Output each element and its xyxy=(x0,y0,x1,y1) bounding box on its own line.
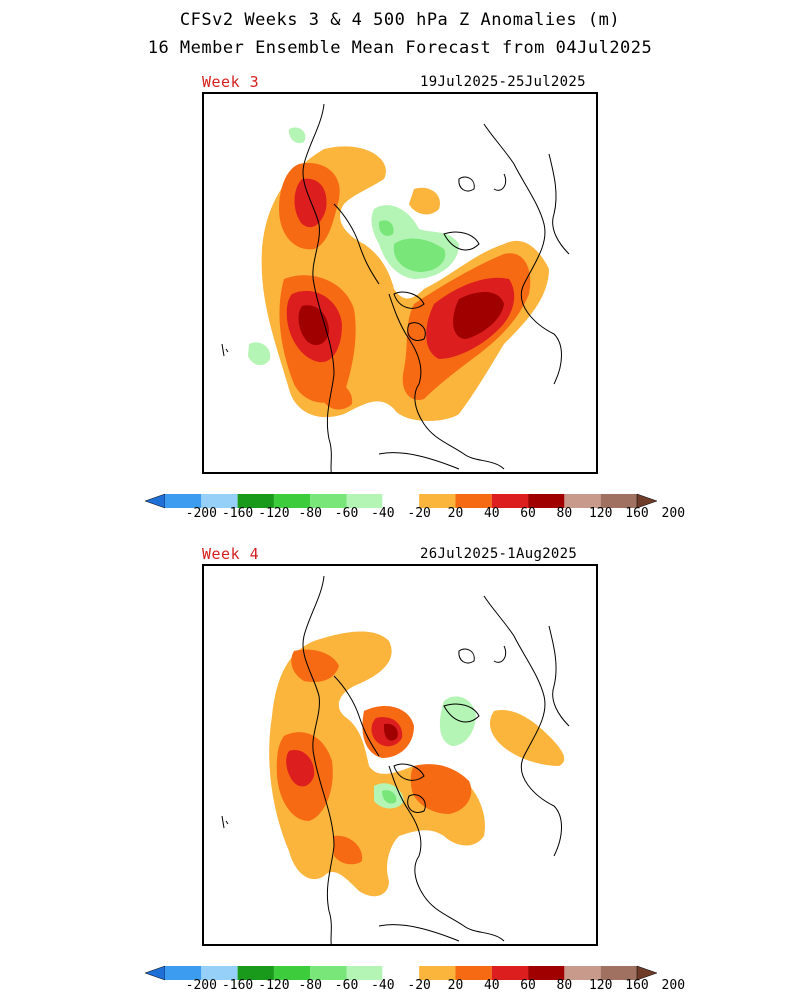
week3-map xyxy=(202,92,598,474)
colorbar-swatch xyxy=(564,966,601,980)
colorbar-swatch xyxy=(237,494,274,508)
colorbar-tick-label: -60 xyxy=(334,978,359,993)
week3-anomaly-field xyxy=(221,103,570,472)
colorbar-swatch xyxy=(528,494,565,508)
colorbar-tick-label: -120 xyxy=(258,978,290,993)
colorbar-swatch xyxy=(237,966,274,980)
colorbar-tick-label: -160 xyxy=(221,978,254,993)
colorbar-swatch xyxy=(273,494,311,508)
colorbar-arrow-high xyxy=(636,493,657,509)
colorbar-tick-label: -200 xyxy=(185,506,217,521)
colorbar-swatch xyxy=(346,494,383,508)
colorbar-swatch xyxy=(165,494,202,508)
colorbar-swatch xyxy=(528,966,565,980)
colorbar-tick-label: -20 xyxy=(407,506,431,521)
colorbar-swatch xyxy=(491,966,529,980)
colorbar-tick-label: 200 xyxy=(661,506,686,521)
colorbar-swatch xyxy=(346,966,383,980)
colorbar-tick-label: 160 xyxy=(625,506,649,521)
colorbar-swatch xyxy=(419,494,456,508)
week4-label: Week 4 xyxy=(202,545,260,563)
colorbar-swatch xyxy=(310,494,347,508)
colorbar-tick-label: -20 xyxy=(407,978,431,993)
colorbar-swatch xyxy=(600,494,637,508)
colorbar-swatch xyxy=(419,966,456,980)
colorbar-swatch xyxy=(455,494,492,508)
colorbar-tick-label: 160 xyxy=(625,978,649,993)
colorbar-week3-swatches xyxy=(145,493,657,509)
colorbar-arrow-high xyxy=(636,965,657,981)
colorbar-swatch xyxy=(201,494,238,508)
week3-dates: 19Jul2025-25Jul2025 xyxy=(420,74,586,90)
colorbar-swatch xyxy=(491,494,529,508)
colorbar-tick-label: 40 xyxy=(483,978,500,993)
colorbar-week4-swatches xyxy=(145,965,657,981)
colorbar-tick-label: -40 xyxy=(371,506,395,521)
colorbar-swatch xyxy=(165,966,202,980)
figure-title: CFSv2 Weeks 3 & 4 500 hPa Z Anomalies (m… xyxy=(179,10,621,30)
colorbar-week4: -200 -160 -120 -80 -60 -40 -20 20 40 60 80 120 160 20… xyxy=(145,964,685,1004)
colorbar-week3: -200 -160 -120 -80 -60 -40 -20 20 40 60 80 120 160 20… xyxy=(145,492,685,532)
colorbar-tick-label: -80 xyxy=(298,978,322,993)
colorbar-swatch xyxy=(455,966,492,980)
colorbar-swatch xyxy=(310,966,347,980)
colorbar-arrow-low xyxy=(145,493,166,509)
colorbar-tick-label: -40 xyxy=(371,978,395,993)
week4-anomaly-field xyxy=(221,575,570,944)
colorbar-tick-label: 120 xyxy=(588,978,613,993)
figure-subtitle: 16 Member Ensemble Mean Forecast from 04… xyxy=(147,38,653,58)
colorbar-tick-label: -80 xyxy=(298,506,322,521)
colorbar-tick-label: 60 xyxy=(520,506,536,521)
colorbar-tick-label: 40 xyxy=(483,506,500,521)
colorbar-tick-label: 200 xyxy=(661,978,686,993)
week4-dates: 26Jul2025-1Aug2025 xyxy=(420,546,578,562)
colorbar-tick-label: -120 xyxy=(258,506,290,521)
colorbar-tick-label: 80 xyxy=(556,506,573,521)
colorbar-tick-label: 20 xyxy=(447,978,464,993)
week3-label: Week 3 xyxy=(202,73,260,91)
colorbar-swatch xyxy=(564,494,601,508)
colorbar-tick-label: 20 xyxy=(447,506,464,521)
colorbar-tick-label: -200 xyxy=(185,978,217,993)
colorbar-tick-label: 80 xyxy=(556,978,573,993)
colorbar-arrow-low xyxy=(145,965,166,981)
colorbar-tick-label: -160 xyxy=(221,506,254,521)
colorbar-swatch xyxy=(273,966,311,980)
colorbar-tick-label: 120 xyxy=(588,506,613,521)
colorbar-tick-label: -60 xyxy=(334,506,359,521)
week4-map xyxy=(202,564,598,946)
colorbar-swatch xyxy=(600,966,637,980)
colorbar-tick-label: 60 xyxy=(520,978,536,993)
colorbar-swatch xyxy=(201,966,238,980)
